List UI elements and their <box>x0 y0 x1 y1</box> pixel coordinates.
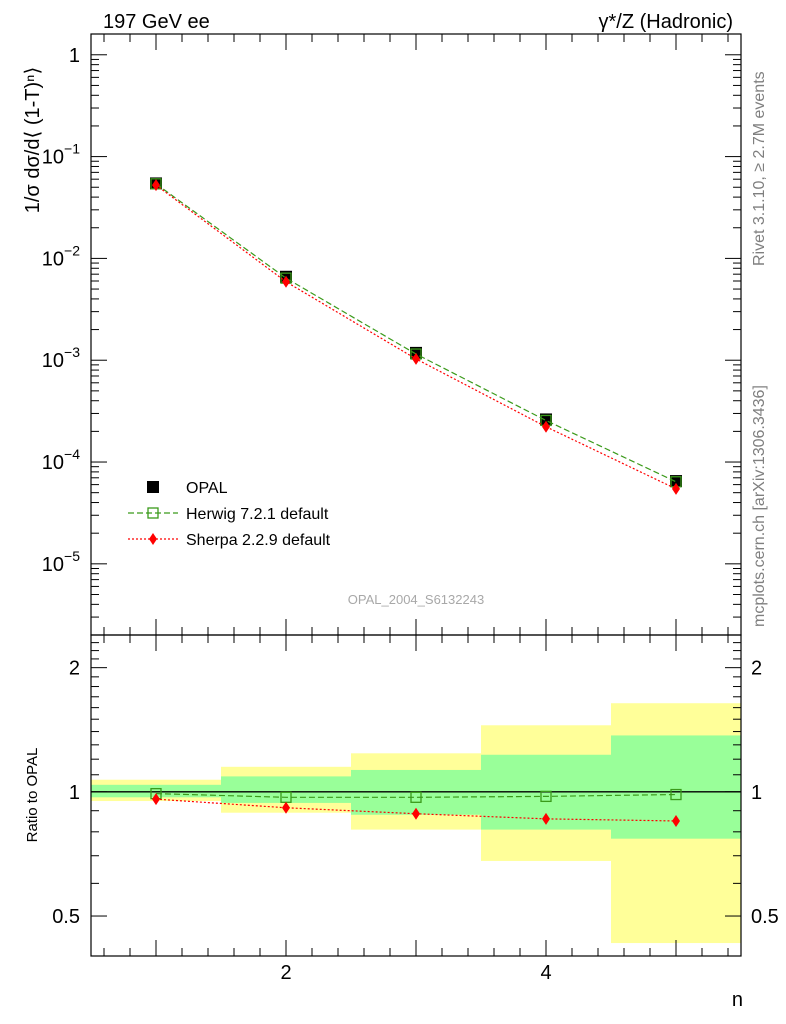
legend-label: Sherpa 2.2.9 default <box>186 532 331 549</box>
legend: OPAL Herwig 7.2.1 default Sherpa 2.2.9 def… <box>128 480 331 549</box>
sherpa-marker <box>282 801 290 814</box>
opal-data-point <box>147 481 159 493</box>
mcplots-source-label: mcplots.cern.ch [arXiv:1306.3436] <box>751 385 768 627</box>
main-y-tick-label: 10−2 <box>42 242 80 270</box>
ratio-y-tick-label-right: 0.5 <box>751 906 779 928</box>
main-y-tick-label: 10−5 <box>42 548 80 576</box>
sherpa-marker <box>152 793 160 806</box>
sherpa-marker <box>542 812 550 825</box>
ratio-uncertainty-bands <box>91 703 741 944</box>
x-tick-label: 2 <box>280 962 291 984</box>
sherpa-marker <box>152 179 160 192</box>
x-axis-title: n <box>732 989 743 1011</box>
herwig-marker <box>147 507 159 519</box>
main-y-tick-label: 10−1 <box>42 141 80 169</box>
sherpa-marker <box>672 814 680 827</box>
herwig-marker <box>540 790 552 803</box>
herwig-ratio-line <box>155 793 677 798</box>
ratio-y-tick-label-right: 1 <box>751 782 762 804</box>
opal-data-point <box>670 475 682 488</box>
herwig-marker <box>670 788 682 801</box>
analysis-watermark: OPAL_2004_S6132243 <box>348 592 484 607</box>
main-y-tick-label: 1 <box>69 45 80 67</box>
herwig-line <box>155 183 677 483</box>
ratio-y-tick-label-left: 1 <box>69 782 80 804</box>
header-right-label: γ*/Z (Hadronic) <box>599 11 733 33</box>
header-left-label: 197 GeV ee <box>103 11 210 33</box>
sherpa-marker <box>672 482 680 495</box>
sherpa-marker <box>282 275 290 288</box>
sherpa-marker <box>149 533 157 545</box>
sherpa-marker <box>412 352 420 365</box>
herwig-marker <box>410 791 422 803</box>
legend-label: OPAL <box>186 480 228 497</box>
rivet-version-label: Rivet 3.1.10, ≥ 2.7M events <box>751 71 768 266</box>
opal-data-point <box>410 346 422 359</box>
main-y-tick-label: 10−3 <box>42 344 80 372</box>
ratio-y-tick-label-left: 0.5 <box>52 906 80 928</box>
x-tick-label: 4 <box>540 962 551 984</box>
uncertainty-band-green <box>221 776 351 803</box>
legend-label: Herwig 7.2.1 default <box>186 506 329 523</box>
ratio-y-tick-label-left: 2 <box>69 658 80 680</box>
main-y-axis-title: 1/σ dσ/d⟨ (1-T)ⁿ⟩ <box>22 67 44 214</box>
ratio-y-tick-label-right: 2 <box>751 658 762 680</box>
data-series <box>91 177 741 827</box>
main-y-tick-label: 10−4 <box>42 446 80 474</box>
sherpa-marker <box>412 807 420 820</box>
ratio-y-axis-title: Ratio to OPAL <box>24 748 41 843</box>
sherpa-marker <box>542 420 550 433</box>
tick-labels: 1 10−1 10−2 10−3 10−4 10−5 2 4 0.5 0.5 1 1 2 2 <box>42 45 779 984</box>
sherpa-line <box>155 184 677 490</box>
